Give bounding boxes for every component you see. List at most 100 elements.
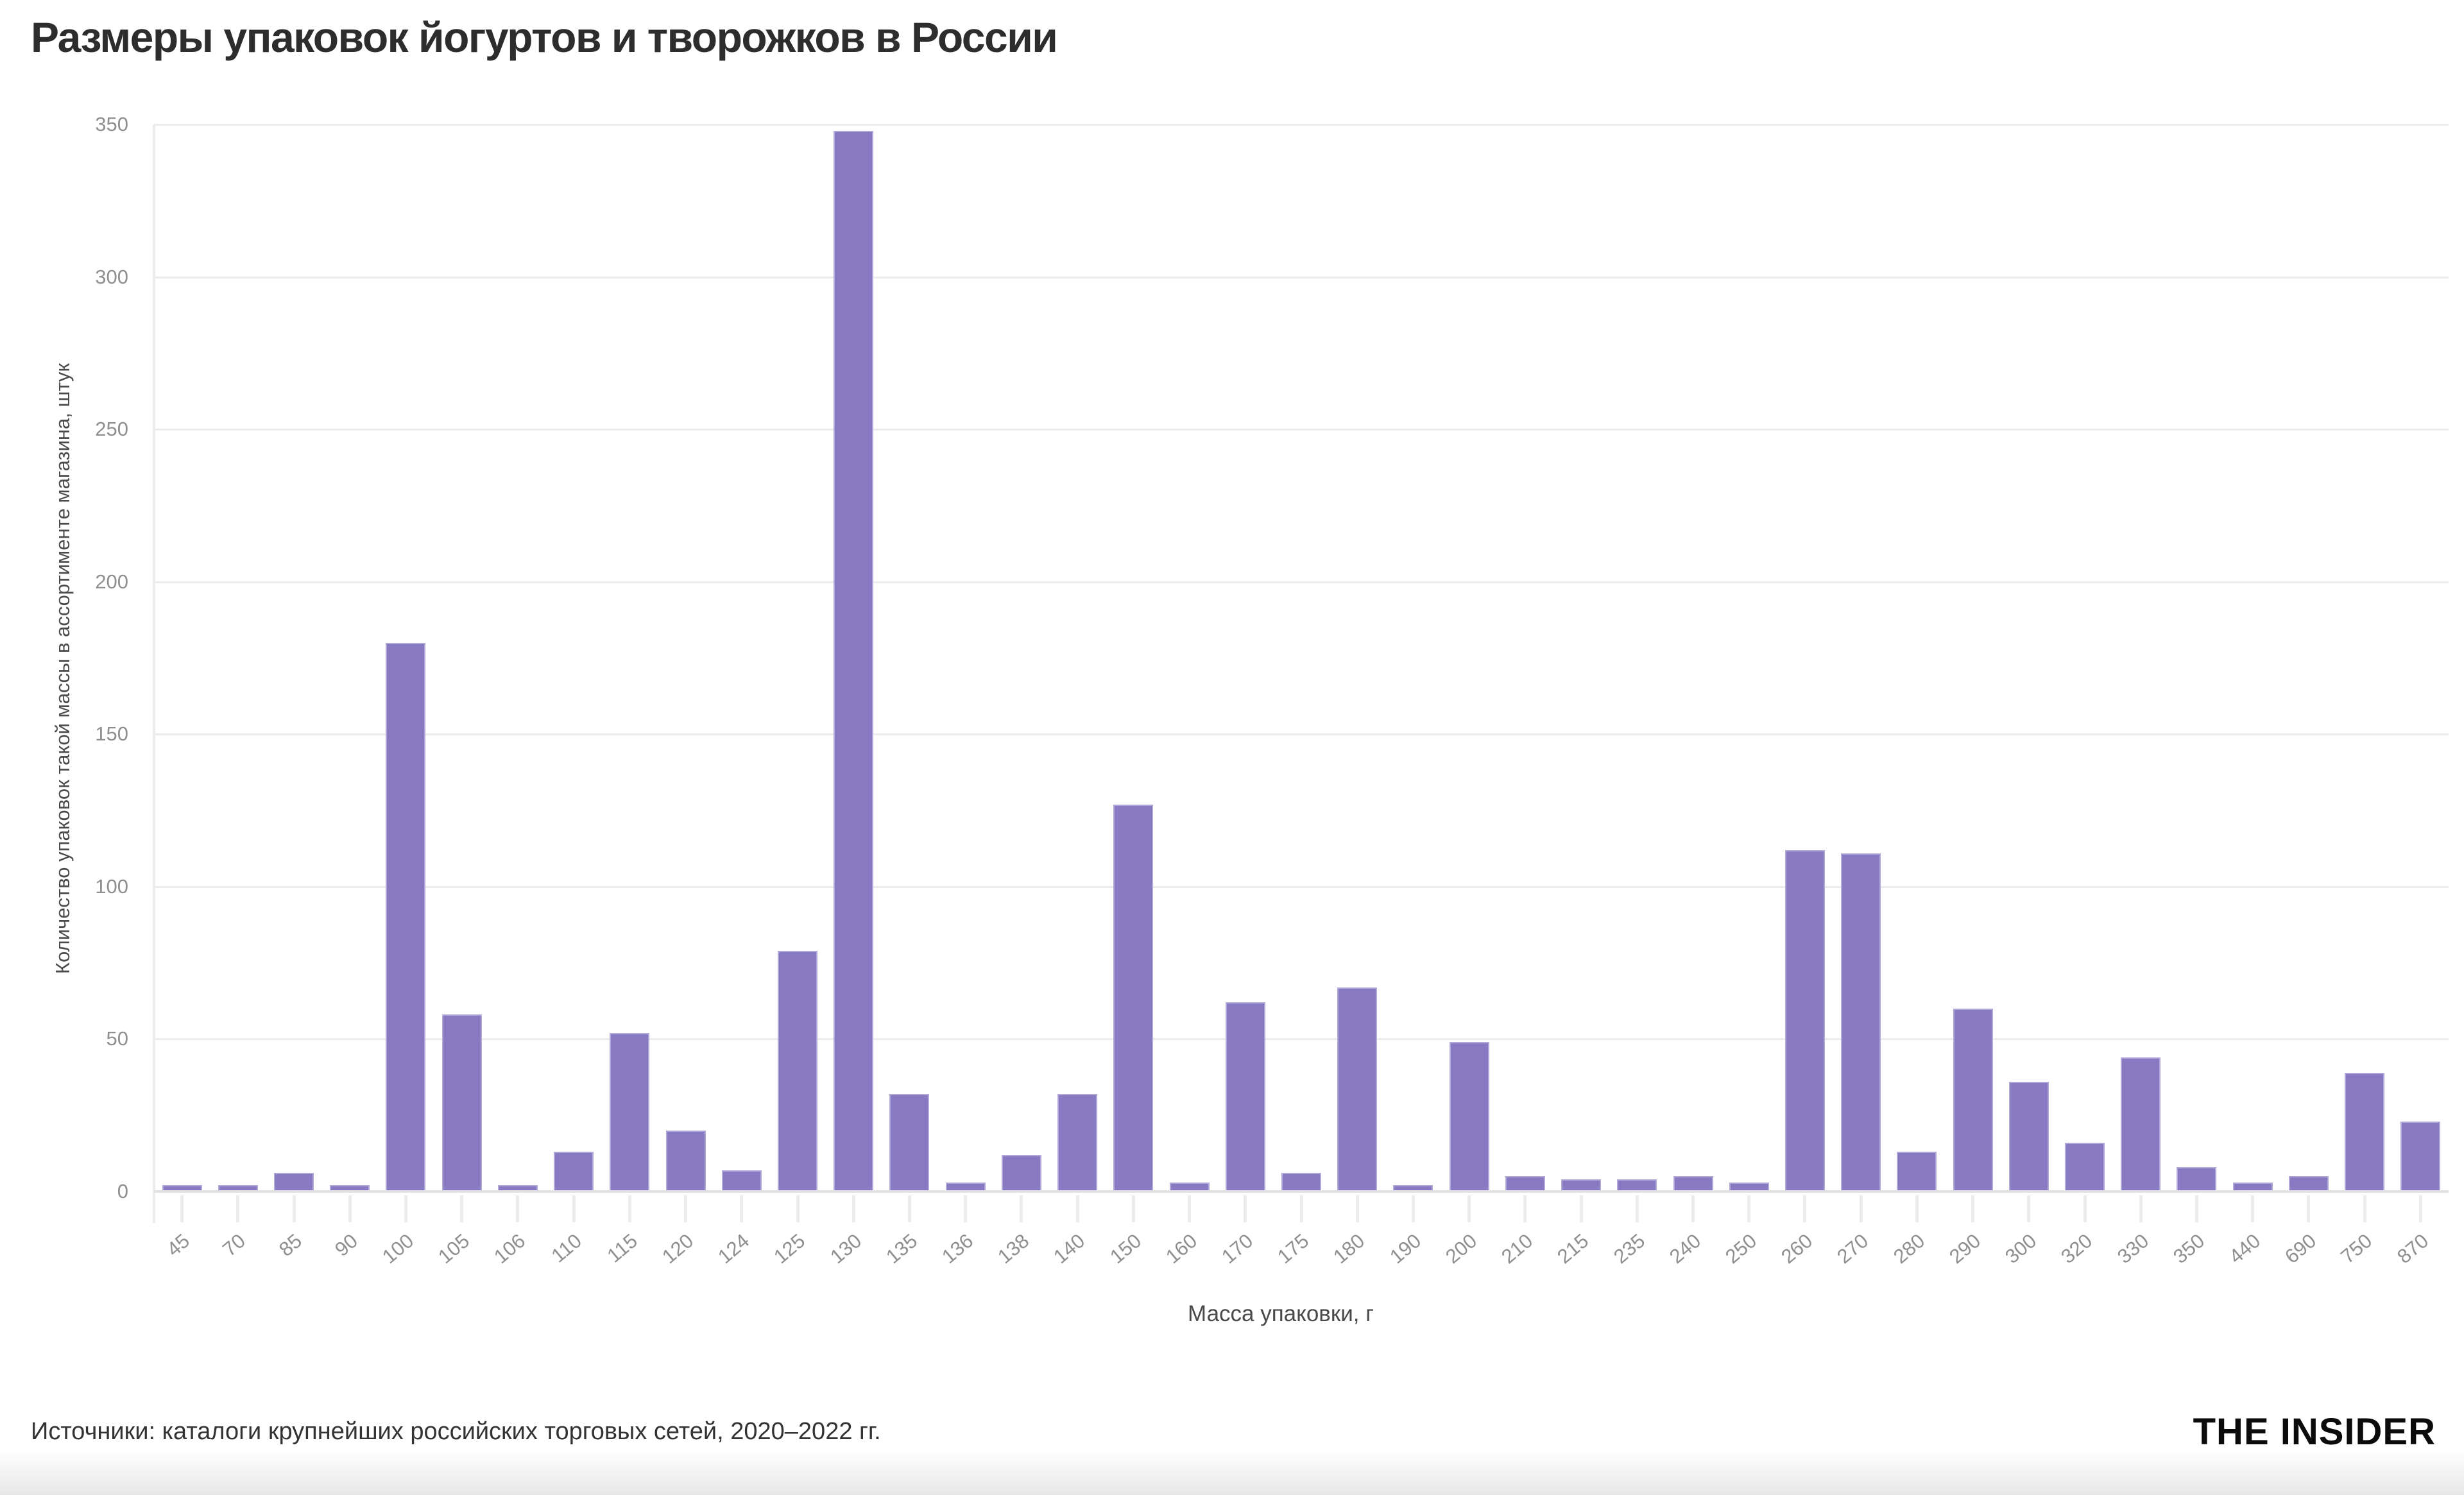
x-tick-label: 440 [2225, 1229, 2265, 1269]
x-tick-mark [1579, 1195, 1583, 1222]
x-tick-label: 215 [1553, 1229, 1593, 1269]
bar [2177, 1167, 2217, 1192]
bar [1337, 987, 1378, 1192]
x-tick-label: 240 [1664, 1229, 1706, 1269]
bar-column [1161, 124, 1217, 1192]
bar-column [1330, 124, 1385, 1192]
gridline [154, 885, 2449, 888]
bar [2345, 1073, 2385, 1192]
x-tick-mark [851, 1195, 855, 1222]
bar [218, 1185, 258, 1192]
bar-column [993, 124, 1049, 1192]
x-tick-mark [516, 1195, 520, 1222]
y-tick-label: 150 [95, 722, 128, 746]
bar-column [658, 124, 714, 1192]
bar [1897, 1152, 1937, 1192]
bar-column [1665, 124, 1721, 1192]
bar-column [714, 124, 769, 1192]
x-tick-label: 160 [1161, 1229, 1202, 1269]
bar [2008, 1082, 2049, 1192]
x-tick-label: 136 [937, 1229, 978, 1269]
x-tick-mark [572, 1195, 576, 1222]
x-axis-line [154, 1190, 2449, 1193]
bar [386, 643, 426, 1192]
x-tick-label: 690 [2280, 1229, 2321, 1269]
x-tick-mark [628, 1195, 631, 1222]
gridline [154, 1038, 2449, 1041]
x-tick-mark [907, 1195, 911, 1222]
x-tick-label: 330 [2112, 1229, 2153, 1269]
bar-column [1441, 124, 1497, 1192]
x-tick-mark [1971, 1195, 1975, 1222]
x-tick-mark [404, 1195, 407, 1222]
bar-column [210, 124, 266, 1192]
bar-column [546, 124, 602, 1192]
bar [1841, 853, 1881, 1192]
bar-column [1106, 124, 1161, 1192]
bar [2232, 1183, 2273, 1192]
bar-column [1217, 124, 1273, 1192]
bar-column [1553, 124, 1609, 1192]
gridline [154, 733, 2449, 736]
bar-column [2001, 124, 2057, 1192]
x-tick-label: 100 [377, 1229, 418, 1269]
bar-column [490, 124, 545, 1192]
x-axis-title: Масса упаковки, г [1188, 1301, 1374, 1326]
chart-title: Размеры упаковок йогуртов и творожков в … [31, 13, 1058, 61]
x-tick-mark [292, 1195, 296, 1222]
bar-column [1945, 124, 2001, 1192]
plot-area [154, 124, 2449, 1192]
bar-column [882, 124, 937, 1192]
x-tick-label: 175 [1273, 1229, 1313, 1269]
bar-column [1497, 124, 1553, 1192]
x-tick-mark [460, 1195, 464, 1222]
x-tick-mark [1859, 1195, 1863, 1222]
bar-column [1833, 124, 1889, 1192]
x-tick-mark [1467, 1195, 1471, 1222]
x-tick-label: 280 [1888, 1229, 1929, 1269]
bar-column [1777, 124, 1833, 1192]
bar-column [769, 124, 825, 1192]
bar [610, 1033, 650, 1192]
bar [1057, 1094, 1098, 1192]
x-tick-mark [180, 1195, 184, 1222]
x-tick-mark [1635, 1195, 1639, 1222]
bar [1953, 1009, 1993, 1192]
x-tick-label: 90 [330, 1229, 362, 1261]
bar [834, 131, 874, 1192]
x-tick-label: 210 [1497, 1229, 1537, 1269]
bar [1281, 1173, 1321, 1192]
publisher-logo: THE INSIDER [2193, 1411, 2436, 1453]
x-tick-label: 135 [881, 1229, 921, 1269]
x-tick-label: 200 [1441, 1229, 1482, 1269]
x-tick-mark [348, 1195, 352, 1222]
source-note: Источники: каталоги крупнейших российски… [31, 1418, 881, 1445]
bottom-fade-decoration [0, 1450, 2464, 1495]
x-tick-label: 235 [1609, 1229, 1649, 1269]
x-tick-label: 870 [2392, 1229, 2433, 1269]
x-tick-mark [1355, 1195, 1359, 1222]
bar [721, 1170, 762, 1192]
bar [889, 1094, 930, 1192]
bar [1561, 1179, 1602, 1192]
x-tick-label: 290 [1944, 1229, 1985, 1269]
x-tick-label: 250 [1721, 1229, 1761, 1269]
x-tick-label: 138 [993, 1229, 1034, 1269]
y-tick-label: 200 [95, 570, 128, 593]
bar [945, 1183, 986, 1192]
x-tick-mark [1803, 1195, 1807, 1222]
x-tick-mark [964, 1195, 968, 1222]
x-tick-label: 110 [547, 1229, 586, 1267]
bar-column [434, 124, 490, 1192]
x-tick-mark [1131, 1195, 1135, 1222]
bar [1393, 1185, 1433, 1192]
bar-column [1273, 124, 1329, 1192]
bar-column [2057, 124, 2112, 1192]
bar-column [1609, 124, 1665, 1192]
x-tick-mark [1747, 1195, 1751, 1222]
x-tick-label: 270 [1833, 1229, 1873, 1269]
x-tick-label: 124 [714, 1229, 754, 1269]
x-tick-mark [236, 1195, 240, 1222]
x-tick-mark [684, 1195, 688, 1222]
